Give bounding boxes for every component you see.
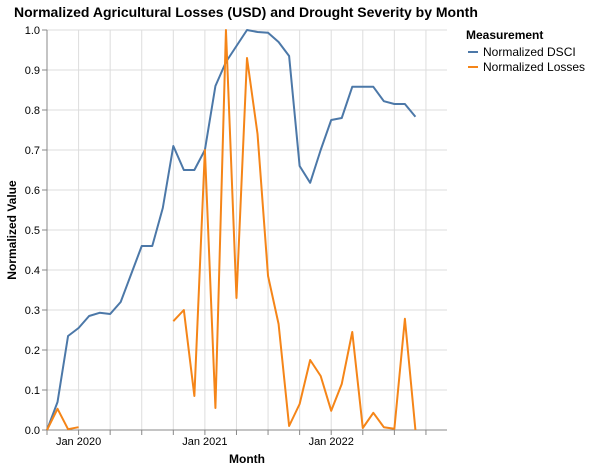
y-tick-label: 0.6 xyxy=(25,185,40,197)
x-tick-label: Jan 2021 xyxy=(182,436,227,448)
legend-label: Normalized Losses xyxy=(483,60,585,74)
x-tick-label: Jan 2022 xyxy=(309,436,354,448)
y-tick-label: 0.9 xyxy=(25,65,40,77)
x-tick-label: Jan 2020 xyxy=(56,436,101,448)
y-tick-label: 0.1 xyxy=(25,385,40,397)
y-tick-label: 0.2 xyxy=(25,345,40,357)
series-line-normalized-losses xyxy=(46,407,79,431)
y-tick-label: 0.7 xyxy=(25,145,40,157)
series-line-normalized-dsci xyxy=(46,29,417,431)
chart-title: Normalized Agricultural Losses (USD) and… xyxy=(14,4,478,20)
gridlines xyxy=(46,29,447,431)
y-tick-label: 0.0 xyxy=(25,425,40,437)
y-axis-title: Normalized Value xyxy=(5,180,19,280)
legend-title: Measurement xyxy=(466,28,543,42)
series-line-normalized-losses xyxy=(172,29,417,431)
legend-label: Normalized DSCI xyxy=(483,45,576,59)
x-axis-title: Month xyxy=(229,452,265,466)
y-tick-label: 0.5 xyxy=(25,225,40,237)
y-tick-label: 0.8 xyxy=(25,105,40,117)
y-tick-label: 0.3 xyxy=(25,305,40,317)
y-tick-label: 0.4 xyxy=(25,265,40,277)
axes: 0.0 0.1 0.2 0.3 0.4 0.5 0.6 0.7 0.8 0.9 1.0 Jan 202… xyxy=(25,25,447,448)
series-lines xyxy=(46,29,417,431)
y-tick-label: 1.0 xyxy=(25,25,40,37)
